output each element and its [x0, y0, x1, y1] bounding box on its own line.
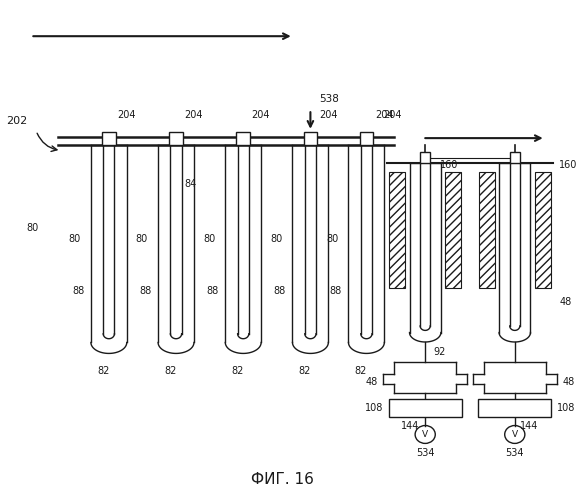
- Bar: [420, 152, 430, 163]
- Text: 204: 204: [319, 110, 338, 120]
- Text: 82: 82: [164, 366, 177, 376]
- Text: 48: 48: [559, 297, 572, 307]
- Bar: [478, 399, 551, 416]
- Text: V: V: [512, 430, 518, 439]
- Text: 82: 82: [232, 366, 244, 376]
- Text: 108: 108: [557, 403, 575, 413]
- Text: 88: 88: [273, 286, 286, 296]
- Text: 160: 160: [441, 160, 459, 170]
- Text: 82: 82: [97, 366, 109, 376]
- Text: 204: 204: [117, 110, 135, 120]
- Bar: [389, 172, 405, 288]
- Bar: [236, 132, 250, 144]
- Bar: [535, 172, 551, 288]
- Text: 88: 88: [139, 286, 151, 296]
- Text: 204: 204: [375, 110, 393, 120]
- Text: 92: 92: [434, 347, 446, 357]
- Text: 82: 82: [299, 366, 311, 376]
- Bar: [304, 132, 317, 144]
- Text: 80: 80: [136, 234, 148, 243]
- Text: 538: 538: [319, 94, 339, 104]
- Text: 80: 80: [326, 234, 338, 243]
- Text: V: V: [422, 430, 428, 439]
- Text: 88: 88: [72, 286, 84, 296]
- Text: 48: 48: [562, 377, 574, 387]
- Text: 534: 534: [505, 448, 524, 458]
- Text: 88: 88: [206, 286, 219, 296]
- Text: 534: 534: [416, 448, 434, 458]
- Bar: [102, 132, 116, 144]
- Bar: [445, 172, 461, 288]
- Text: 204: 204: [383, 110, 402, 120]
- Text: 80: 80: [27, 223, 39, 233]
- Bar: [360, 132, 373, 144]
- Bar: [510, 152, 520, 163]
- Text: 108: 108: [365, 403, 383, 413]
- Text: 48: 48: [365, 377, 378, 387]
- Text: 84: 84: [185, 180, 197, 190]
- Text: 88: 88: [329, 286, 342, 296]
- Text: 82: 82: [354, 366, 367, 376]
- Bar: [389, 399, 461, 416]
- Text: 80: 80: [203, 234, 215, 243]
- Bar: [479, 172, 494, 288]
- Text: 202: 202: [6, 116, 28, 126]
- Text: 144: 144: [401, 420, 420, 430]
- Text: 160: 160: [559, 160, 577, 170]
- Bar: [169, 132, 183, 144]
- Text: 144: 144: [521, 420, 538, 430]
- Text: ФИГ. 16: ФИГ. 16: [251, 472, 314, 487]
- Text: 80: 80: [270, 234, 283, 243]
- Text: 204: 204: [185, 110, 203, 120]
- Text: 204: 204: [252, 110, 270, 120]
- Text: 80: 80: [68, 234, 81, 243]
